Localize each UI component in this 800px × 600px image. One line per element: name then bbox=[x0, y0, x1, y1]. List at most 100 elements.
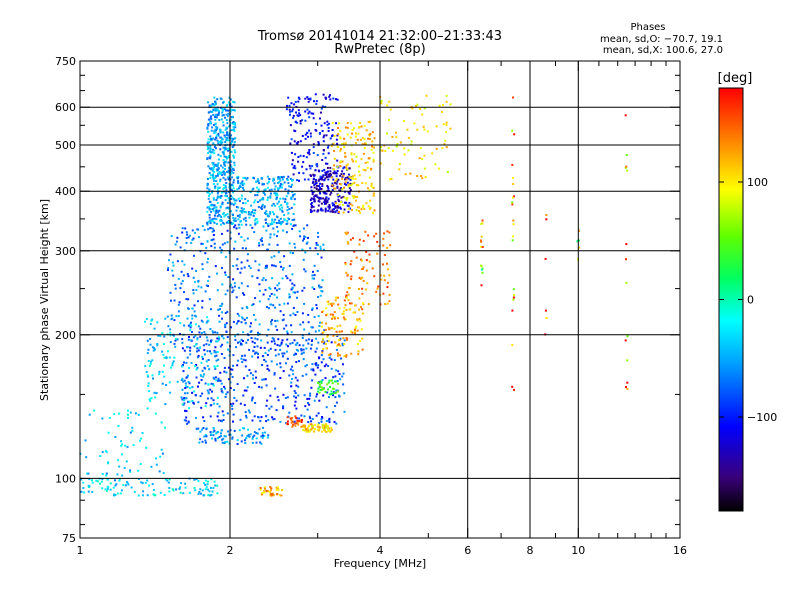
data-point bbox=[298, 230, 301, 233]
data-point bbox=[191, 391, 194, 394]
data-point bbox=[311, 181, 314, 184]
data-point bbox=[187, 421, 190, 424]
data-point bbox=[206, 389, 209, 392]
data-point bbox=[127, 416, 129, 419]
data-point bbox=[280, 343, 283, 346]
data-point bbox=[309, 167, 312, 170]
data-point bbox=[339, 206, 342, 209]
data-point bbox=[277, 399, 280, 402]
data-point bbox=[168, 478, 171, 481]
data-point bbox=[343, 343, 346, 345]
data-point bbox=[285, 223, 288, 225]
data-point bbox=[257, 356, 259, 359]
data-point bbox=[269, 236, 272, 239]
data-point bbox=[311, 326, 314, 329]
data-point bbox=[202, 242, 204, 245]
data-point bbox=[260, 339, 263, 342]
data-point bbox=[254, 219, 256, 222]
data-point bbox=[245, 219, 247, 222]
data-point bbox=[216, 189, 219, 192]
data-point bbox=[226, 131, 229, 134]
data-point bbox=[210, 397, 213, 400]
data-point bbox=[235, 206, 238, 208]
data-point bbox=[271, 319, 274, 322]
data-point bbox=[355, 209, 358, 212]
data-point bbox=[310, 386, 313, 389]
data-point bbox=[238, 314, 241, 317]
data-point bbox=[116, 473, 119, 476]
data-point bbox=[230, 165, 233, 168]
data-point bbox=[325, 314, 328, 317]
data-point bbox=[266, 353, 269, 356]
data-point bbox=[512, 176, 515, 179]
data-point bbox=[318, 200, 321, 203]
data-point bbox=[344, 304, 347, 307]
data-point bbox=[303, 237, 305, 240]
data-point bbox=[257, 331, 259, 334]
data-point bbox=[268, 369, 271, 372]
data-point bbox=[311, 418, 314, 420]
data-point bbox=[161, 350, 164, 353]
data-point bbox=[423, 154, 426, 157]
x-axis-label: Frequency [MHz] bbox=[334, 557, 426, 570]
data-point bbox=[345, 355, 348, 358]
data-point bbox=[80, 478, 83, 481]
data-point bbox=[178, 301, 181, 304]
data-point bbox=[336, 382, 339, 385]
data-point bbox=[221, 111, 224, 114]
data-point bbox=[480, 264, 483, 267]
data-point bbox=[332, 143, 335, 146]
data-point bbox=[545, 317, 548, 319]
data-point bbox=[224, 116, 226, 119]
data-point bbox=[336, 134, 339, 137]
data-point bbox=[184, 486, 187, 489]
data-point bbox=[339, 324, 342, 327]
data-point bbox=[350, 275, 353, 278]
data-point bbox=[224, 435, 227, 438]
data-point bbox=[251, 275, 254, 278]
data-point bbox=[325, 363, 328, 366]
data-point bbox=[260, 207, 263, 210]
data-point bbox=[445, 146, 448, 149]
data-point bbox=[220, 429, 223, 432]
data-point bbox=[230, 105, 233, 108]
data-point bbox=[207, 118, 210, 121]
data-point bbox=[241, 354, 244, 357]
data-point bbox=[342, 195, 345, 198]
data-point bbox=[382, 244, 385, 247]
data-point bbox=[138, 439, 141, 442]
data-point bbox=[234, 109, 237, 112]
data-point bbox=[281, 339, 284, 342]
data-point bbox=[244, 442, 247, 445]
data-point bbox=[360, 158, 363, 161]
data-point bbox=[246, 237, 249, 240]
data-point bbox=[407, 149, 410, 152]
data-point bbox=[329, 172, 332, 175]
data-point bbox=[314, 183, 317, 185]
data-point bbox=[189, 329, 192, 332]
data-point bbox=[625, 165, 628, 168]
data-point bbox=[83, 491, 86, 494]
data-point bbox=[423, 167, 426, 170]
y-tick-label: 300 bbox=[55, 245, 76, 258]
data-point bbox=[291, 195, 294, 198]
data-point bbox=[286, 330, 289, 333]
data-point bbox=[320, 386, 323, 389]
data-point bbox=[227, 109, 230, 112]
x-tick-label: 8 bbox=[527, 544, 534, 557]
data-point bbox=[371, 186, 374, 189]
data-point bbox=[210, 138, 213, 141]
data-point bbox=[279, 261, 282, 264]
data-point bbox=[80, 490, 83, 493]
data-point bbox=[255, 217, 258, 220]
y-tick-label: 100 bbox=[55, 472, 76, 485]
data-point bbox=[292, 116, 295, 119]
data-point bbox=[329, 193, 332, 196]
data-point bbox=[215, 432, 218, 435]
data-point bbox=[437, 167, 440, 170]
data-point bbox=[223, 385, 226, 388]
data-point bbox=[181, 341, 184, 344]
data-point bbox=[317, 141, 320, 144]
data-point bbox=[214, 439, 217, 442]
data-point bbox=[298, 360, 300, 363]
